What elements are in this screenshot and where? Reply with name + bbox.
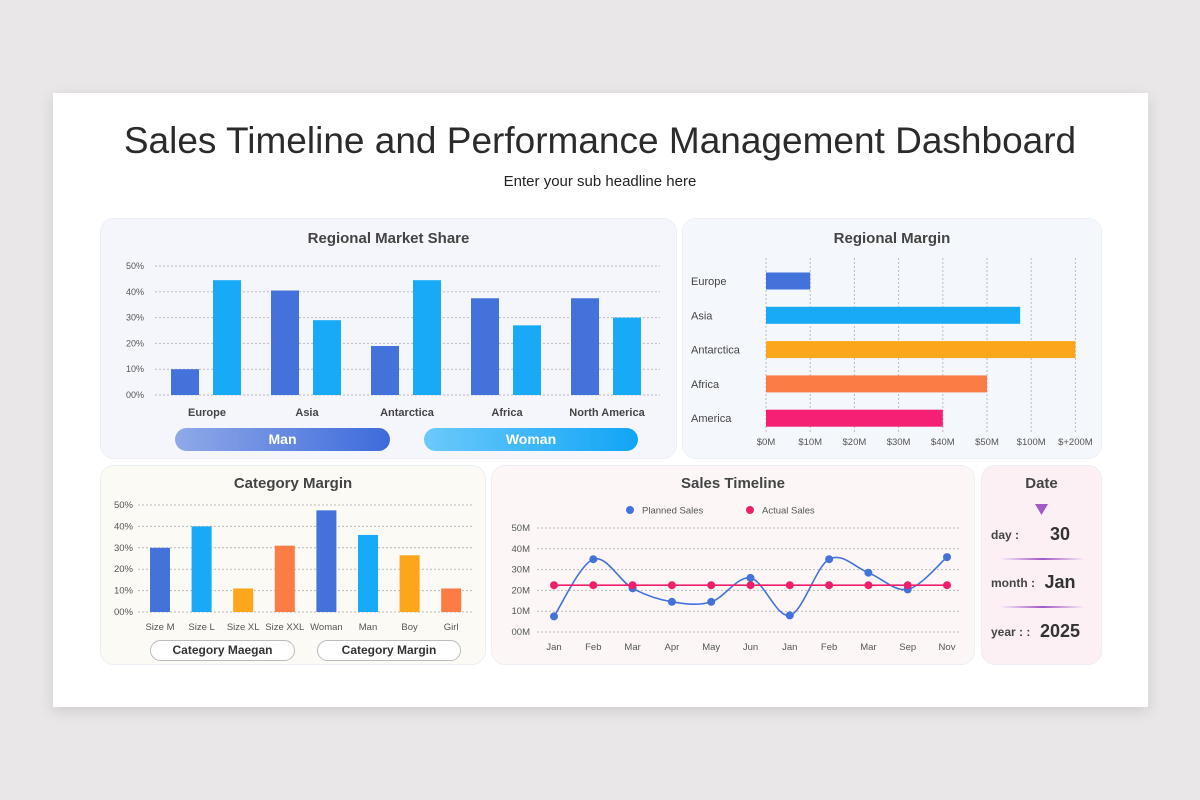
year-label: year : : (991, 625, 1031, 639)
date-panel: Date (981, 465, 1102, 665)
divider (1000, 606, 1085, 608)
day-value[interactable]: 30 (1049, 524, 1071, 544)
month-value[interactable]: Jan (1044, 572, 1076, 592)
sales-timeline-panel: Sales Timeline (491, 465, 975, 665)
legend-man-button[interactable]: Man (175, 428, 390, 451)
panel-title: Category Margin (233, 475, 353, 492)
date-title: Date (1025, 475, 1058, 492)
panel-title: Sales Timeline (681, 475, 785, 492)
page-subtitle: Enter your sub headline here (503, 173, 697, 190)
page-title: Sales Timeline and Performance Managemen… (123, 120, 1077, 161)
divider (1000, 558, 1085, 560)
category-margin-panel: Category Margin (100, 465, 486, 665)
month-label: month : (991, 576, 1035, 590)
panel-title: Regional Market Share (307, 230, 470, 247)
category-maegan-button[interactable]: Category Maegan (150, 640, 295, 661)
legend-woman-button[interactable]: Woman (424, 428, 638, 451)
day-label: day : (991, 528, 1020, 542)
panel-title: Regional Margin (833, 230, 951, 247)
category-margin-button[interactable]: Category Margin (317, 640, 461, 661)
regional-margin-panel: Regional Margin (682, 218, 1102, 459)
regional-market-share-panel: Regional Market Share (100, 218, 677, 459)
year-value[interactable]: 2025 (1039, 621, 1081, 641)
